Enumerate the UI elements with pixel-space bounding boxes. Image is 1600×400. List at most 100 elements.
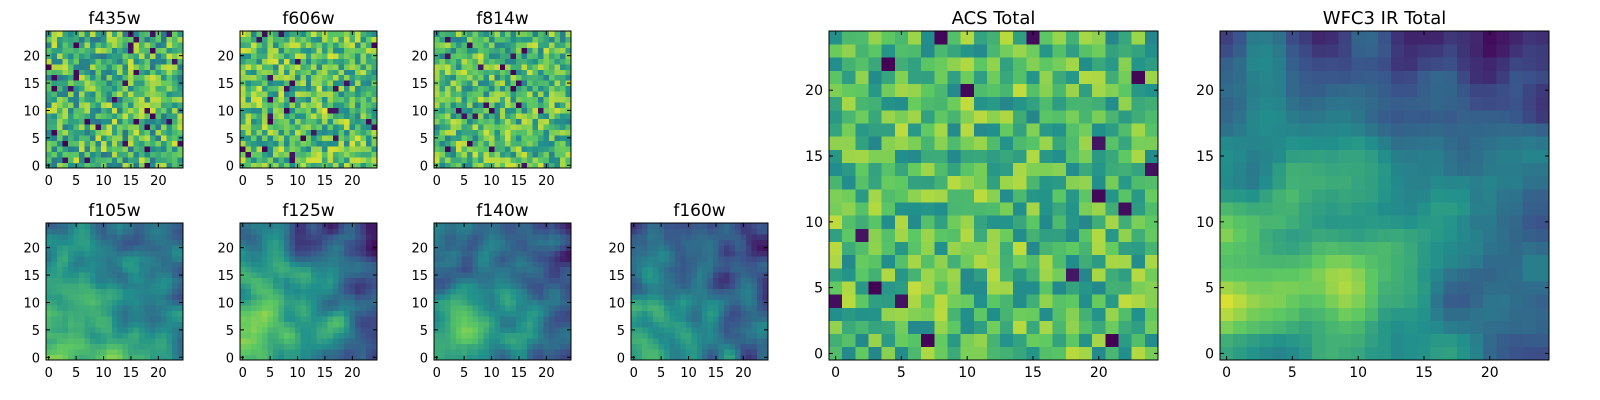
heatmap-cell bbox=[444, 316, 451, 323]
heatmap-cell bbox=[631, 343, 637, 350]
heatmap-cell bbox=[84, 305, 91, 312]
heatmap-cell bbox=[718, 299, 725, 306]
heatmap-cell bbox=[355, 135, 361, 141]
heatmap-cell bbox=[713, 316, 720, 323]
heatmap-cell bbox=[510, 332, 517, 339]
heatmap-cell bbox=[256, 58, 263, 65]
heatmap-cell bbox=[172, 80, 178, 87]
heatmap-cell bbox=[84, 107, 91, 114]
heatmap-cell bbox=[658, 277, 665, 284]
heatmap-cell bbox=[272, 255, 279, 262]
heatmap-cell bbox=[128, 272, 135, 279]
heatmap-cell bbox=[117, 228, 124, 235]
heatmap-cell bbox=[67, 80, 74, 87]
heatmap-cell bbox=[311, 80, 318, 87]
heatmap-cell bbox=[111, 332, 118, 339]
heatmap-cell bbox=[344, 321, 350, 328]
heatmap-cell bbox=[641, 288, 648, 295]
heatmap-cell bbox=[516, 305, 523, 312]
heatmap-cell bbox=[636, 283, 643, 290]
heatmap-cell bbox=[521, 31, 528, 37]
heatmap-cell bbox=[483, 277, 490, 284]
heatmap-cell bbox=[510, 91, 517, 98]
heatmap-cell bbox=[499, 135, 506, 141]
heatmap-cell bbox=[272, 124, 279, 131]
heatmap-cell bbox=[729, 338, 736, 344]
heatmap-cell bbox=[510, 288, 517, 295]
heatmap-cell bbox=[333, 140, 340, 147]
heatmap-cell bbox=[455, 272, 462, 279]
heatmap-cell bbox=[521, 140, 528, 147]
heatmap-cell bbox=[444, 85, 451, 92]
heatmap-cell bbox=[289, 299, 296, 306]
heatmap-cell bbox=[713, 349, 720, 355]
heatmap-cell bbox=[674, 266, 681, 273]
heatmap-cell bbox=[245, 239, 252, 246]
heatmap-cell bbox=[344, 151, 350, 158]
heatmap-cell bbox=[494, 250, 501, 257]
heatmap-cell bbox=[907, 241, 922, 256]
heatmap-cell bbox=[272, 272, 279, 279]
heatmap-cell bbox=[868, 241, 883, 256]
heatmap-cell bbox=[56, 146, 63, 152]
heatmap-cell bbox=[565, 294, 572, 301]
heatmap-cell bbox=[921, 320, 935, 335]
heatmap-cell bbox=[333, 85, 340, 92]
heatmap-cell bbox=[1013, 333, 1027, 348]
heatmap-cell bbox=[300, 107, 307, 114]
heatmap-cell bbox=[450, 343, 457, 350]
heatmap-cell bbox=[494, 80, 501, 87]
heatmap-cell bbox=[150, 294, 156, 301]
heatmap-cell bbox=[663, 223, 670, 229]
heatmap-cell bbox=[921, 175, 935, 190]
heatmap-cell bbox=[106, 124, 113, 131]
heatmap-cell bbox=[549, 41, 555, 48]
heatmap-cell bbox=[762, 277, 769, 284]
heatmap-cell bbox=[505, 244, 512, 251]
heatmap-cell bbox=[641, 321, 648, 328]
heatmap-cell bbox=[986, 333, 1001, 348]
heatmap-cell bbox=[366, 91, 372, 98]
heatmap-cell bbox=[521, 52, 528, 59]
heatmap-cell bbox=[360, 124, 367, 131]
heatmap-cell bbox=[122, 321, 129, 328]
y-tick-label: 0 bbox=[617, 351, 625, 366]
heatmap-cell bbox=[349, 321, 356, 328]
heatmap-cell bbox=[289, 244, 296, 251]
heatmap-cell bbox=[450, 31, 457, 37]
heatmap-cell bbox=[155, 233, 162, 240]
heatmap-cell bbox=[510, 316, 517, 323]
heatmap-cell bbox=[84, 239, 91, 246]
heatmap-cell bbox=[245, 250, 252, 257]
heatmap-cell bbox=[155, 91, 162, 98]
heatmap-cell bbox=[161, 261, 167, 268]
heatmap-cell bbox=[663, 343, 670, 350]
heatmap-cell bbox=[278, 332, 285, 339]
heatmap-cell bbox=[150, 327, 156, 333]
heatmap-cell bbox=[338, 244, 345, 251]
heatmap-cell bbox=[516, 85, 523, 92]
heatmap-cell bbox=[155, 129, 162, 136]
heatmap-cell bbox=[868, 320, 883, 335]
heatmap-cell bbox=[56, 47, 63, 54]
heatmap-cell bbox=[1079, 241, 1093, 256]
heatmap-cell bbox=[155, 96, 162, 103]
heatmap-cell bbox=[696, 244, 703, 251]
heatmap-cell bbox=[510, 135, 517, 141]
heatmap-cell bbox=[316, 85, 323, 92]
heatmap-cell bbox=[111, 85, 118, 92]
heatmap-cell bbox=[100, 140, 107, 147]
heatmap-cell bbox=[549, 277, 555, 284]
heatmap-cell bbox=[366, 294, 372, 301]
heatmap-cell bbox=[466, 91, 473, 98]
heatmap-cell bbox=[461, 36, 468, 43]
y-tick-label: 0 bbox=[226, 351, 234, 366]
heatmap-cell bbox=[499, 277, 506, 284]
heatmap-cell bbox=[516, 113, 523, 120]
heatmap-cell bbox=[549, 261, 555, 268]
heatmap-cell bbox=[455, 338, 462, 344]
heatmap-cell bbox=[488, 58, 495, 65]
heatmap-cell bbox=[46, 332, 52, 339]
heatmap-cell bbox=[934, 149, 948, 163]
heatmap-cell bbox=[499, 124, 506, 131]
